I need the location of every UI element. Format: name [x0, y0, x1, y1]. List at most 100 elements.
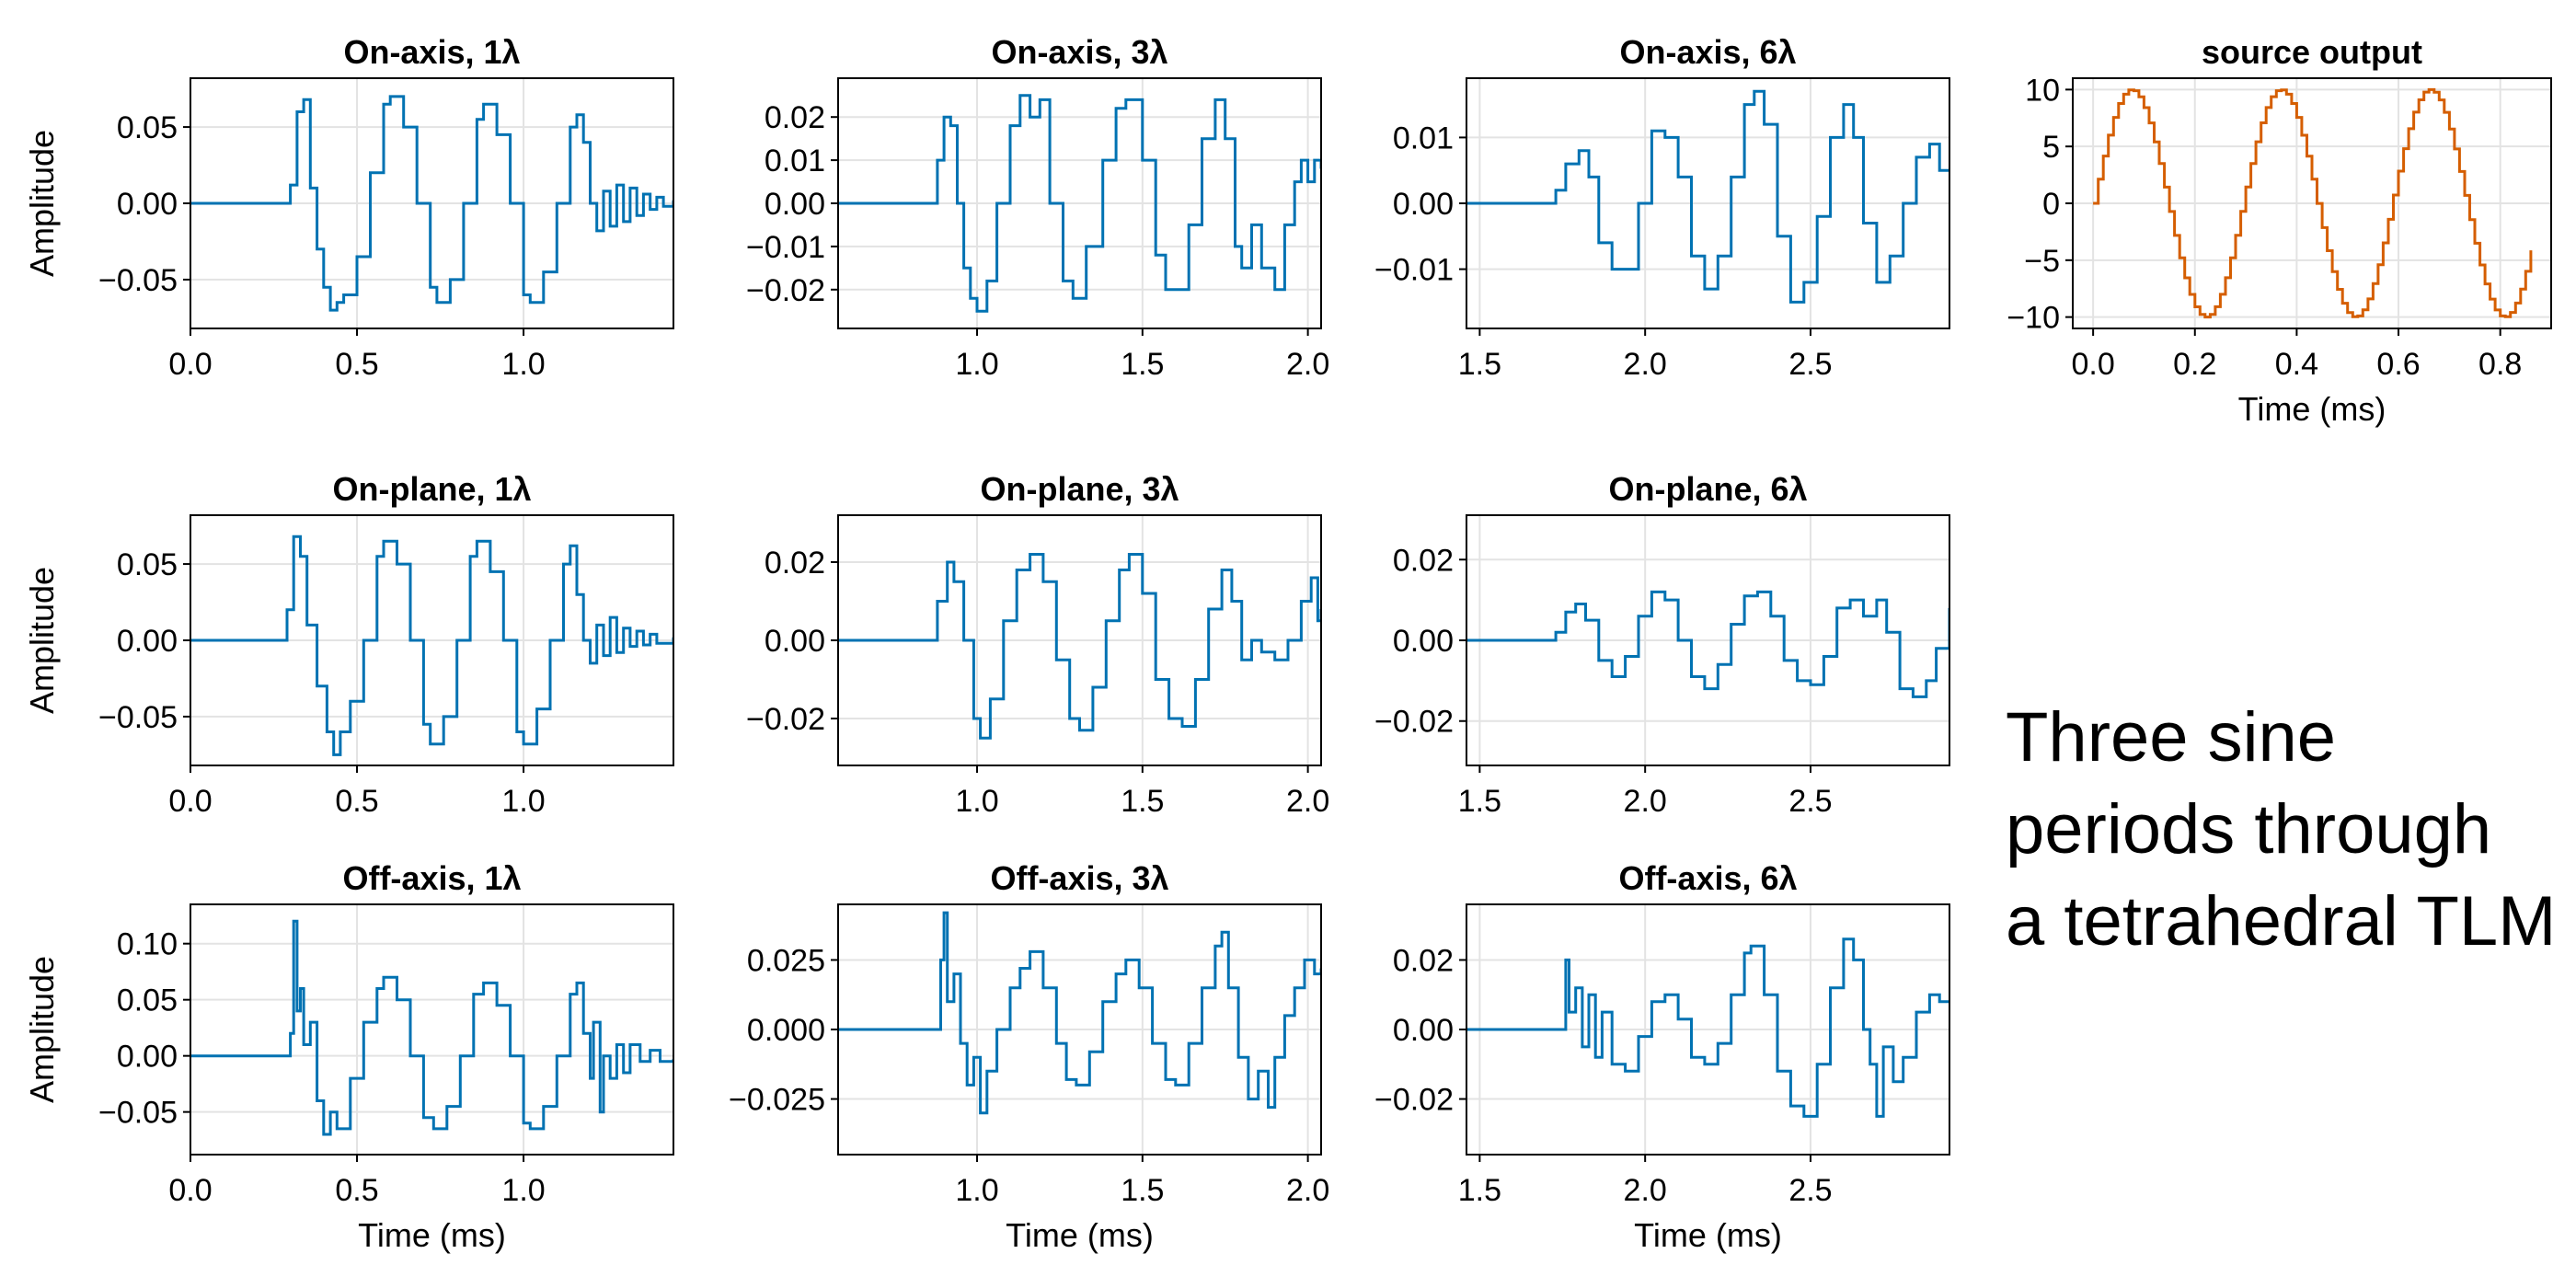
- y-tick-label: 0.02: [765, 100, 825, 135]
- y-tick-label: 0.05: [117, 547, 178, 582]
- panel-title: On-axis, 6λ: [1619, 33, 1796, 71]
- x-tick-label: 0.5: [335, 1173, 378, 1208]
- x-tick-label: 1.0: [501, 347, 545, 382]
- x-tick-label: 1.0: [955, 347, 998, 382]
- y-tick-label: 0.05: [117, 110, 178, 145]
- y-tick-label: −0.02: [1374, 1083, 1454, 1118]
- panel-title: Off-axis, 3λ: [990, 859, 1168, 897]
- series-line-1: [190, 919, 673, 1136]
- y-tick-label: 0.00: [117, 624, 178, 659]
- x-tick-label: 2.5: [1788, 1173, 1832, 1208]
- y-tick-label: −0.02: [746, 702, 825, 737]
- series-line-1: [838, 553, 1321, 740]
- y-tick-label: 0: [2042, 187, 2060, 222]
- series-line-1: [838, 911, 1321, 1115]
- x-tick-label: 1.0: [955, 1173, 998, 1208]
- y-tick-label: −5: [2024, 244, 2060, 279]
- y-tick-label: 0.00: [117, 1040, 178, 1075]
- y-tick-label: 0.02: [1393, 943, 1454, 978]
- x-axis-label: Time (ms): [2238, 390, 2386, 428]
- x-tick-label: 1.5: [1121, 1173, 1164, 1208]
- panel-9: 1.0 1.5 2.0 −0.025 0.000 0.025 Off-axis, 3λ Tim…: [729, 859, 1329, 1254]
- x-tick-label: 2.5: [1788, 347, 1832, 382]
- y-tick-label: −0.02: [1374, 705, 1454, 740]
- y-tick-label: 0.02: [765, 546, 825, 581]
- x-tick-label: 1.5: [1121, 784, 1164, 819]
- y-tick-label: −0.01: [746, 230, 825, 265]
- x-tick-label: 0.4: [2275, 347, 2318, 382]
- x-tick-label: 0.0: [168, 784, 212, 819]
- panel-title: Off-axis, 1λ: [342, 859, 521, 897]
- y-tick-label: 0.02: [1393, 543, 1454, 578]
- panel-2: 1.0 1.5 2.0 −0.02 −0.01 0.00 0.01 0.02 On-axis, …: [746, 33, 1329, 382]
- caption: Three sine periods through a tetrahedral…: [2006, 692, 2567, 968]
- caption-line-1: Three sine: [2006, 698, 2337, 776]
- x-tick-label: 0.5: [335, 347, 378, 382]
- y-tick-label: −10: [2007, 301, 2060, 336]
- caption-line-3: a tetrahedral TLM: [2006, 882, 2557, 960]
- y-tick-label: 0.00: [765, 624, 825, 659]
- y-tick-label: 0.025: [747, 943, 825, 978]
- series-line-1: [1466, 89, 1949, 304]
- panel-7: 1.5 2.0 2.5 −0.02 0.00 0.02 On-plane, 6λ: [1374, 470, 1950, 819]
- y-axis-label: Amplitude: [23, 567, 61, 714]
- x-tick-label: 2.0: [1286, 1173, 1329, 1208]
- x-tick-label: 0.2: [2173, 347, 2216, 382]
- panel-title: On-plane, 3λ: [980, 470, 1179, 508]
- x-tick-label: 0.0: [168, 1173, 212, 1208]
- y-tick-label: −0.05: [98, 700, 178, 735]
- x-tick-label: 0.6: [2376, 347, 2420, 382]
- x-tick-label: 0.5: [335, 784, 378, 819]
- y-tick-label: −0.05: [98, 263, 178, 298]
- x-tick-label: 2.0: [1624, 784, 1667, 819]
- y-tick-label: −0.02: [746, 273, 825, 308]
- series-line-1: [190, 535, 673, 756]
- y-tick-label: 0.10: [117, 927, 178, 962]
- x-tick-label: 1.5: [1458, 784, 1501, 819]
- y-tick-label: 0.00: [1393, 187, 1454, 222]
- y-tick-label: 0.01: [765, 144, 825, 178]
- x-tick-label: 1.0: [501, 784, 545, 819]
- x-tick-label: 1.5: [1121, 347, 1164, 382]
- x-tick-label: 2.0: [1624, 1173, 1667, 1208]
- x-tick-label: 2.5: [1788, 784, 1832, 819]
- y-tick-label: 0.00: [765, 187, 825, 222]
- y-tick-label: 0.00: [1393, 1013, 1454, 1048]
- y-tick-label: 0.000: [747, 1013, 825, 1048]
- x-tick-label: 1.5: [1458, 1173, 1501, 1208]
- panel-3: 1.5 2.0 2.5 −0.01 0.00 0.01 On-axis, 6λ: [1374, 33, 1950, 382]
- panel-title: On-plane, 1λ: [332, 470, 531, 508]
- y-axis-label: Amplitude: [23, 130, 61, 277]
- x-tick-label: 0.0: [168, 347, 212, 382]
- x-tick-label: 1.0: [501, 1173, 545, 1208]
- y-tick-label: 5: [2042, 130, 2060, 165]
- x-axis-label: Time (ms): [1634, 1216, 1782, 1254]
- x-tick-label: 2.0: [1624, 347, 1667, 382]
- y-tick-label: 0.01: [1393, 121, 1454, 155]
- panel-6: 1.0 1.5 2.0 −0.02 0.00 0.02 On-plane, 3λ: [746, 470, 1329, 819]
- series-line-1: [1466, 590, 1949, 698]
- panel-8: 0.0 0.5 1.0 −0.05 0.00 0.05 0.10 Off-axis, 1λ Ti…: [23, 859, 674, 1254]
- panel-title: On-axis, 1λ: [343, 33, 520, 71]
- y-tick-label: 10: [2025, 73, 2060, 108]
- y-tick-label: −0.01: [1374, 253, 1454, 288]
- y-tick-label: 0.00: [117, 187, 178, 222]
- series-line-1: [838, 94, 1321, 313]
- x-tick-label: 1.5: [1458, 347, 1501, 382]
- series-line-1: [2093, 87, 2533, 319]
- panel-4: 0.0 0.2 0.4 0.6 0.8 −10 −5 0 5 10 source output Tim…: [2007, 33, 2552, 428]
- panel-5: 0.0 0.5 1.0 −0.05 0.00 0.05 On-plane, 1λ Amplit…: [23, 470, 674, 819]
- y-tick-label: 0.05: [117, 983, 178, 1018]
- y-tick-label: −0.05: [98, 1096, 178, 1131]
- x-tick-label: 1.0: [955, 784, 998, 819]
- series-line-1: [190, 95, 673, 312]
- x-tick-label: 0.0: [2071, 347, 2114, 382]
- x-axis-label: Time (ms): [1006, 1216, 1154, 1254]
- caption-line-2: periods through: [2006, 790, 2492, 868]
- series-line-1: [1466, 937, 1949, 1118]
- x-tick-label: 2.0: [1286, 784, 1329, 819]
- plot-frame: [190, 903, 674, 1156]
- panel-title: On-plane, 6λ: [1608, 470, 1807, 508]
- panel-title: Off-axis, 6λ: [1618, 859, 1797, 897]
